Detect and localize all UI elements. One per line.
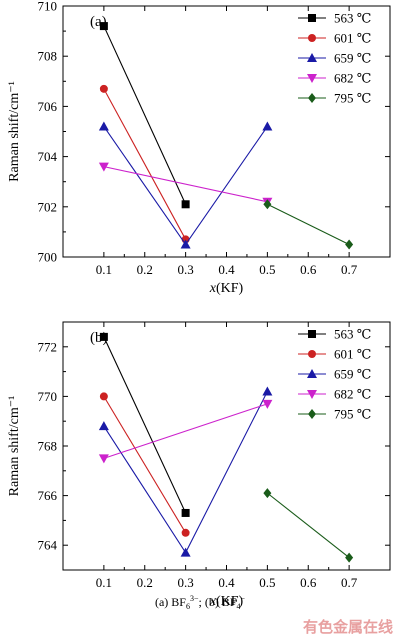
- x-tick-label: 0.4: [218, 262, 235, 277]
- legend-marker: [308, 93, 316, 103]
- legend-marker: [307, 53, 317, 62]
- x-tick-label: 0.2: [137, 262, 153, 277]
- data-point: [263, 488, 272, 499]
- legend-label: 795 ℃: [334, 407, 371, 422]
- x-tick-label: 0.1: [96, 575, 112, 590]
- legend-marker: [308, 330, 316, 338]
- y-tick-label: 772: [38, 339, 58, 354]
- series-line: [103, 88, 187, 240]
- legend-marker: [307, 390, 317, 399]
- legend-marker: [307, 74, 317, 83]
- x-tick-label: 0.3: [178, 262, 194, 277]
- data-point: [99, 332, 108, 341]
- legend-label: 682 ℃: [334, 71, 371, 86]
- y-tick-label: 710: [38, 0, 58, 14]
- x-axis-label: x(KF): [209, 594, 244, 609]
- x-tick-label: 0.1: [96, 262, 112, 277]
- x-tick-label: 0.5: [259, 575, 275, 590]
- x-axis-label: x(KF): [209, 281, 244, 296]
- y-tick-label: 708: [38, 49, 58, 64]
- data-point: [263, 199, 272, 210]
- legend-label: 563 ℃: [334, 11, 371, 26]
- legend-label: 795 ℃: [334, 91, 371, 106]
- x-tick-label: 0.3: [178, 575, 194, 590]
- series-line: [103, 336, 187, 514]
- data-point: [262, 121, 273, 131]
- data-point: [345, 239, 354, 250]
- series-line: [103, 166, 268, 203]
- data-point: [98, 162, 109, 172]
- y-tick-label: 702: [38, 199, 58, 214]
- legend-label: 601 ℃: [334, 347, 371, 362]
- y-tick-label: 704: [38, 149, 58, 164]
- data-point: [98, 421, 109, 431]
- legend-label: 563 ℃: [334, 327, 371, 342]
- data-point: [99, 22, 108, 31]
- legend-label: 659 ℃: [334, 51, 371, 66]
- data-point: [262, 399, 273, 409]
- series-line: [103, 391, 268, 554]
- figure-caption: (a) BF63−; (b) BF4−: [155, 594, 246, 611]
- y-tick-label: 768: [38, 439, 58, 454]
- x-tick-label: 0.7: [341, 262, 358, 277]
- series-line: [103, 25, 187, 205]
- y-axis-label: Raman shift/cm⁻¹: [7, 81, 22, 182]
- series-line: [103, 126, 268, 246]
- data-point: [180, 239, 191, 249]
- series-line: [103, 396, 187, 534]
- series-line: [267, 492, 350, 559]
- y-axis-label: Raman shift/cm⁻¹: [7, 396, 22, 497]
- x-tick-label: 0.6: [300, 575, 317, 590]
- data-point: [98, 121, 109, 131]
- y-tick-label: 764: [38, 538, 58, 553]
- x-tick-label: 0.5: [259, 262, 275, 277]
- data-point: [99, 392, 108, 401]
- y-tick-label: 770: [38, 389, 58, 404]
- data-point: [345, 552, 354, 563]
- chart-panel-b: 0.1 0.2 0.3 0.4 0.5 0.6 0.7 764 766 768 770 772 x(KF…: [7, 321, 391, 609]
- legend-marker: [307, 369, 317, 378]
- data-point: [180, 547, 191, 557]
- data-point: [181, 508, 190, 517]
- data-point: [262, 386, 273, 396]
- data-point: [98, 454, 109, 464]
- data-point: [99, 84, 108, 93]
- x-tick-label: 0.2: [137, 575, 153, 590]
- x-tick-label: 0.7: [341, 575, 358, 590]
- legend-label: 659 ℃: [334, 367, 371, 382]
- data-point: [181, 200, 190, 209]
- x-tick-label: 0.4: [218, 575, 235, 590]
- y-tick-label: 706: [38, 99, 58, 114]
- legend-label: 601 ℃: [334, 31, 371, 46]
- series-line: [267, 203, 350, 245]
- legend-marker: [308, 409, 316, 419]
- legend-label: 682 ℃: [334, 387, 371, 402]
- y-tick-label: 766: [38, 488, 58, 503]
- series-line: [103, 403, 268, 459]
- legend-marker: [308, 14, 316, 22]
- chart-panel-a: 0.1 0.2 0.3 0.4 0.5 0.6 0.7 700 702 704 706 708 710 x…: [7, 0, 391, 296]
- data-point: [181, 528, 190, 537]
- watermark-text: 有色金属在线: [303, 618, 393, 636]
- x-tick-label: 0.6: [300, 262, 317, 277]
- y-tick-label: 700: [38, 250, 58, 265]
- legend-marker: [308, 34, 316, 42]
- legend-marker: [308, 350, 316, 358]
